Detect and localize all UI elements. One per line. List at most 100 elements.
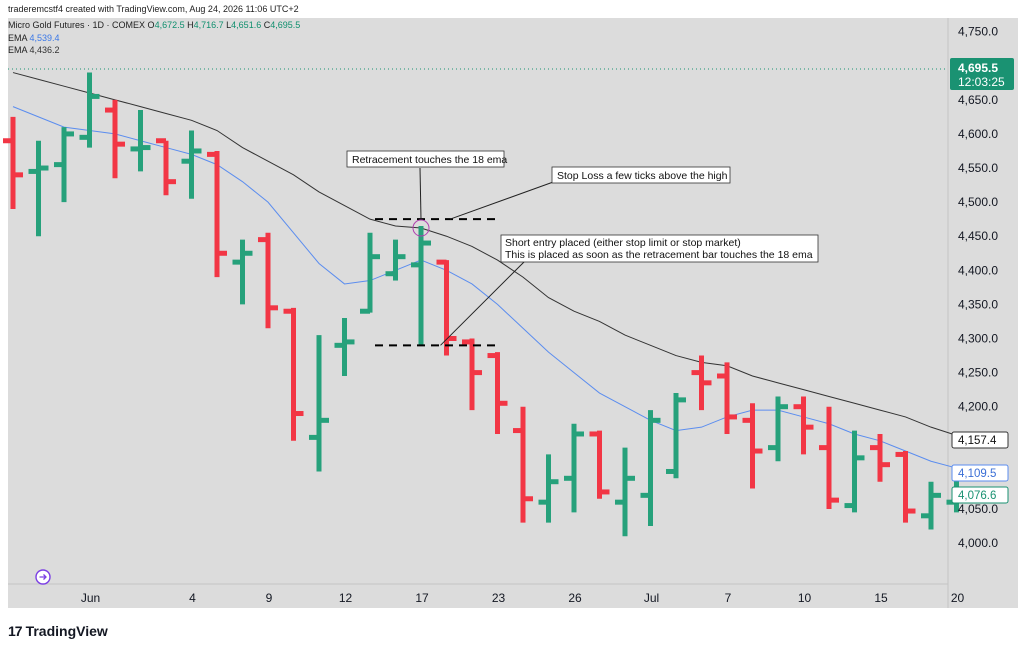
close-value: 4,695.5 <box>270 20 301 30</box>
ohlc-bar[interactable] <box>411 225 431 346</box>
stop-loss-callout-text: Stop Loss a few ticks above the high <box>557 170 728 182</box>
ohlc-bar[interactable] <box>691 355 712 411</box>
ohlc-bar[interactable] <box>258 232 278 329</box>
ohlc-bar[interactable] <box>283 307 304 441</box>
ema-fast-value: 4,539.4 <box>29 33 60 43</box>
ohlc-bar[interactable] <box>844 430 865 513</box>
ohlc-bar[interactable] <box>105 99 125 179</box>
replay-icon[interactable] <box>35 569 51 585</box>
ohlc-bar[interactable] <box>334 318 355 377</box>
annotations: Retracement touches the 18 ema Stop Loss… <box>346 150 819 347</box>
ohlc-bar[interactable] <box>54 127 74 203</box>
brand-name: TradingView <box>25 623 108 639</box>
ohlc-bar[interactable] <box>28 140 49 237</box>
retrace-arrow <box>419 167 422 220</box>
ohlc-bar[interactable] <box>309 335 329 472</box>
price-tick-label: 4,200.0 <box>958 400 998 414</box>
stop-loss-callout-box[interactable] <box>551 166 731 184</box>
time-tick-label: 20 <box>951 591 965 605</box>
price-tick-label: 4,050.0 <box>958 502 998 516</box>
ohlc-bar[interactable] <box>564 423 584 513</box>
ohlc-bar[interactable] <box>513 406 533 523</box>
symbol-name[interactable]: Micro Gold Futures · 1D · COMEX <box>8 20 146 30</box>
ohlc-bar[interactable] <box>181 130 202 199</box>
ohlc-bar[interactable] <box>79 72 100 148</box>
tradingview-brand[interactable]: 17 TradingView <box>8 623 108 639</box>
ohlc-bar[interactable] <box>870 433 890 482</box>
open-value: 4,672.5 <box>154 20 185 30</box>
price-tick-label: 4,550.0 <box>958 161 998 175</box>
time-tick-label: 9 <box>266 591 273 605</box>
ema-slow-tag-value: 4,157.4 <box>958 435 997 447</box>
ema-fast-label: EMA <box>8 33 28 43</box>
ohlc-bar[interactable] <box>819 406 839 509</box>
price-tags: 4,695.5 12:03:25 4,157.4 4,109.5 4,076.6 <box>950 58 1014 504</box>
ema-fast-legend[interactable]: EMA 4,539.4 <box>8 33 60 43</box>
last-price-tag[interactable] <box>950 58 1014 90</box>
entry-arrow <box>440 260 526 346</box>
ohlc-bar[interactable] <box>793 396 814 455</box>
price-tick-label: 4,000.0 <box>958 536 998 550</box>
low-value: 4,651.6 <box>231 20 262 30</box>
high-value: 4,716.7 <box>193 20 224 30</box>
ema-touch-circle[interactable] <box>412 219 430 237</box>
close-price-tag[interactable] <box>951 486 1009 504</box>
price-tick-label: 4,400.0 <box>958 263 998 277</box>
ohlc-bar[interactable] <box>487 352 508 434</box>
price-tick-label: 4,300.0 <box>958 332 998 346</box>
entry-callout-box[interactable] <box>500 234 819 263</box>
entry-callout-line2: This is placed as soon as the retracemen… <box>505 249 813 261</box>
ohlc-bar[interactable] <box>156 138 176 196</box>
retrace-callout-box[interactable] <box>346 150 505 168</box>
price-tick-label: 4,450.0 <box>958 229 998 243</box>
ema-fast-tag-value: 4,109.5 <box>958 468 996 480</box>
ema-slow-value: 4,436.2 <box>29 45 60 55</box>
ohlc-bar[interactable] <box>615 447 635 537</box>
ohlc-bar[interactable] <box>589 430 610 499</box>
ohlc-bar[interactable] <box>921 481 941 530</box>
ema-slow-tag[interactable] <box>951 431 1009 449</box>
price-tick-label: 4,600.0 <box>958 127 998 141</box>
tradingview-logo-icon: 17 <box>8 623 23 639</box>
time-tick-label: 7 <box>725 591 732 605</box>
ohlc-bar[interactable] <box>462 338 482 411</box>
ema-slow-label: EMA <box>8 45 28 55</box>
price-axis-background <box>948 18 1018 608</box>
ohlc-bar[interactable] <box>666 393 686 479</box>
ema-lines <box>12 72 957 469</box>
ema-fast-line[interactable] <box>12 106 957 469</box>
time-tick-label: 26 <box>568 591 582 605</box>
time-tick-label: 4 <box>189 591 196 605</box>
ohlc-bar[interactable] <box>538 454 559 523</box>
ohlc-bar[interactable] <box>717 362 737 434</box>
last-price-countdown: 12:03:25 <box>958 75 1005 89</box>
ema-fast-tag[interactable] <box>951 464 1009 482</box>
stop-loss-arrow <box>449 180 557 220</box>
time-tick-label: 17 <box>415 591 429 605</box>
ohlc-bar[interactable] <box>232 239 253 305</box>
price-tick-label: 4,750.0 <box>958 25 998 39</box>
ohlc-bar[interactable] <box>640 410 661 527</box>
ohlc-bar[interactable] <box>768 396 788 462</box>
ohlc-bar[interactable] <box>385 239 406 281</box>
price-tick-label: 4,650.0 <box>958 93 998 107</box>
time-tick-label: Jun <box>81 591 100 605</box>
time-axis-labels: Jun 4 9 12 17 23 26 Jul 7 10 15 20 <box>81 591 965 605</box>
ohlc-bar[interactable] <box>360 232 380 314</box>
ohlc-bars <box>3 72 967 537</box>
ohlc-bar[interactable] <box>742 403 763 489</box>
time-tick-label: 23 <box>492 591 506 605</box>
price-tick-label: 4,350.0 <box>958 297 998 311</box>
ema-slow-legend[interactable]: EMA 4,436.2 <box>8 45 60 55</box>
ema-slow-line[interactable] <box>12 72 957 436</box>
time-tick-label: 15 <box>874 591 888 605</box>
price-tick-label: 4,250.0 <box>958 366 998 380</box>
time-tick-label: 12 <box>339 591 353 605</box>
retrace-callout-text: Retracement touches the 18 ema <box>352 154 507 166</box>
ohlc-bar[interactable] <box>3 116 23 209</box>
ohlc-bar[interactable] <box>895 451 916 523</box>
ohlc-bar[interactable] <box>130 110 151 172</box>
ohlc-bar[interactable] <box>207 150 227 278</box>
